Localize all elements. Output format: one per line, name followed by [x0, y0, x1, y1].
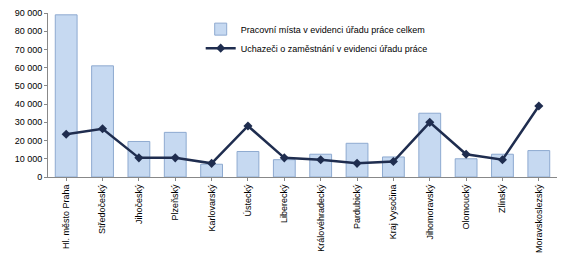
svg-text:Uchazeči o zaměstnání v eviden: Uchazeči o zaměstnání v evidenci úřadu p…: [241, 44, 428, 54]
svg-text:Jihočeský: Jihočeský: [134, 184, 144, 224]
svg-text:Zlínský: Zlínský: [497, 184, 507, 213]
svg-text:Královéhradecký: Královéhradecký: [316, 184, 326, 252]
svg-text:Karlovarský: Karlovarský: [207, 184, 217, 232]
svg-text:40 000: 40 000: [15, 99, 43, 109]
svg-text:90 000: 90 000: [15, 8, 43, 18]
svg-text:20 000: 20 000: [15, 136, 43, 146]
svg-text:Pardubický: Pardubický: [352, 184, 362, 229]
svg-text:Kraj Vysočina: Kraj Vysočina: [388, 185, 398, 240]
svg-text:Plzeňský: Plzeňský: [170, 184, 180, 221]
svg-text:30 000: 30 000: [15, 117, 43, 127]
svg-text:50 000: 50 000: [15, 81, 43, 91]
svg-text:60 000: 60 000: [15, 63, 43, 73]
svg-text:Pracovní místa v evidenci úřad: Pracovní místa v evidenci úřadu práce ce…: [241, 25, 425, 35]
svg-text:Středočeský: Středočeský: [97, 184, 107, 234]
svg-text:80 000: 80 000: [15, 26, 43, 36]
svg-text:Hl. město Praha: Hl. město Praha: [61, 185, 71, 250]
svg-text:Olomoucký: Olomoucký: [461, 184, 471, 230]
svg-text:Jihomoravský: Jihomoravský: [425, 184, 435, 240]
svg-text:Moravskoslezský: Moravskoslezský: [534, 184, 544, 253]
svg-text:Liberecký: Liberecký: [279, 184, 289, 223]
svg-text:0: 0: [37, 172, 42, 182]
svg-text:10 000: 10 000: [15, 154, 43, 164]
svg-text:Ústecký: Ústecký: [243, 184, 253, 217]
svg-text:70 000: 70 000: [15, 45, 43, 55]
